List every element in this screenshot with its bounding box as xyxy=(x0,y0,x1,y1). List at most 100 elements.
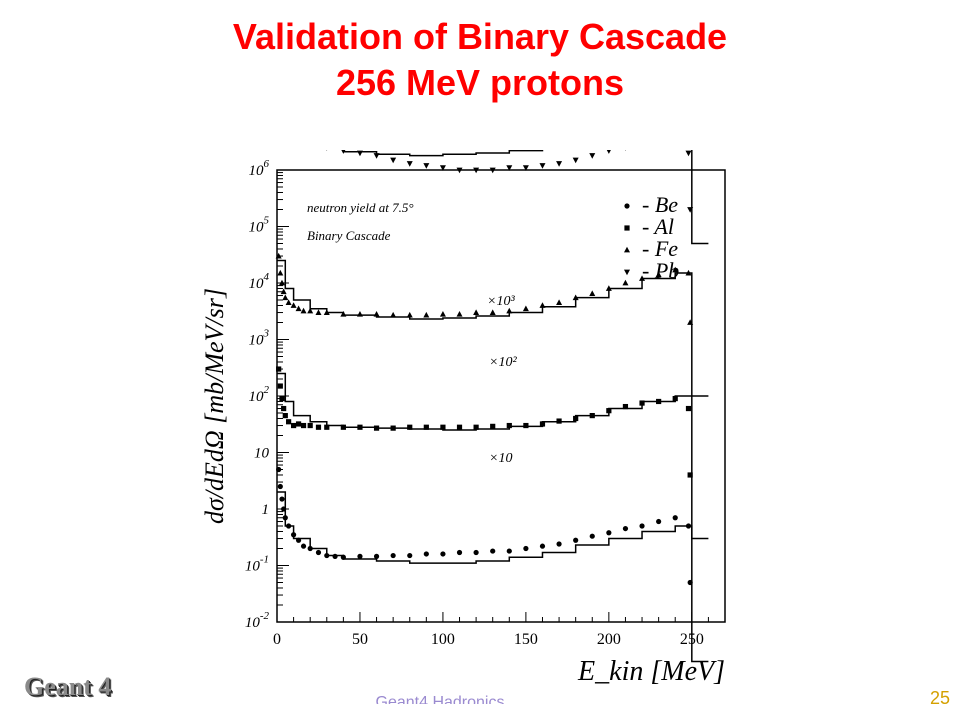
data-point-Be xyxy=(589,533,595,539)
data-point-Be xyxy=(672,515,678,521)
y-axis-label: dσ/dEdΩ [mb/MeV/sr] xyxy=(200,288,229,524)
data-point-Al xyxy=(622,403,629,410)
page-number: 25 xyxy=(929,688,950,708)
data-point-Fe xyxy=(315,309,322,315)
neutron-yield-chart: dσ/dEdΩ [mb/MeV/sr] E_kin [MeV] 0 50 100 15… xyxy=(200,150,726,687)
data-point-Al xyxy=(539,421,546,427)
legend-label-Al: - Al xyxy=(642,214,674,239)
slide-title: Validation of Binary Cascade 256 MeV pro… xyxy=(0,14,960,106)
data-point-Fe xyxy=(456,311,463,317)
y-tick-label-6: 106 xyxy=(249,158,270,179)
data-point-Fe xyxy=(290,302,297,308)
data-point-Al xyxy=(282,412,288,419)
slide-title-line2: 256 MeV protons xyxy=(335,62,625,103)
y-tick-label-1: 10 xyxy=(254,446,270,462)
data-point-Fe xyxy=(685,269,692,276)
y-tick-label-3: 103 xyxy=(249,328,270,349)
data-point-Be xyxy=(281,506,287,512)
data-point-Fe xyxy=(373,311,380,317)
data-point-Be xyxy=(307,545,313,552)
histogram-Be xyxy=(277,491,709,663)
histogram-Fe xyxy=(277,259,709,397)
y-tick-label-0: 1 xyxy=(262,502,270,518)
x-tick-label-150: 150 xyxy=(514,631,538,648)
x-tick-label-200: 200 xyxy=(597,631,621,648)
scale-label-Fe: ×10² xyxy=(489,355,517,370)
data-point-Be xyxy=(556,541,562,547)
data-point-Al xyxy=(656,398,662,405)
data-point-Pb xyxy=(406,161,413,167)
slide-title-line1: Validation of Binary Cascade xyxy=(232,16,728,57)
data-point-Be xyxy=(573,537,579,543)
data-point-Fe xyxy=(622,279,629,286)
data-point-Pb xyxy=(572,157,579,164)
legend-marker-Be xyxy=(624,203,630,209)
data-point-Pb xyxy=(606,150,611,154)
data-point-Al xyxy=(573,415,579,422)
data-point-Fe xyxy=(672,266,679,273)
data-point-Be xyxy=(407,552,413,559)
data-point-Fe xyxy=(307,307,314,314)
scale-label-Pb: ×10³ xyxy=(487,294,515,309)
data-point-Be xyxy=(606,530,612,536)
scale-label-Al: ×10 xyxy=(489,451,512,466)
axis-ticks: 0 50 100 150 200 25010-210-111010210310410510… xyxy=(245,158,709,648)
x-tick-label-50: 50 xyxy=(352,631,368,648)
x-tick-label-0: 0 xyxy=(273,631,281,648)
data-point-Fe xyxy=(556,299,563,305)
data-point-Al xyxy=(279,395,285,402)
data-point-Al xyxy=(390,425,396,431)
data-point-Fe xyxy=(473,309,480,315)
legend-label-Pb: - Pb xyxy=(642,258,679,283)
data-point-Be xyxy=(490,548,496,554)
data-point-Be xyxy=(324,552,330,559)
data-point-Pb xyxy=(522,165,529,171)
annotation-line-0: neutron yield at 7.5° xyxy=(307,200,414,215)
data-point-Pb xyxy=(556,161,563,167)
data-point-Al xyxy=(423,424,429,430)
data-point-Al xyxy=(523,422,529,429)
legend-label-Fe: - Fe xyxy=(642,236,678,261)
data-point-Be xyxy=(473,549,479,556)
data-point-Al xyxy=(440,424,446,430)
data-point-Al xyxy=(606,408,612,414)
data-point-Fe xyxy=(280,288,287,295)
data-point-Al xyxy=(286,419,292,425)
data-point-Fe xyxy=(522,305,529,312)
data-point-Fe xyxy=(439,311,446,317)
data-point-Be xyxy=(523,545,529,552)
data-point-Al xyxy=(277,383,283,389)
data-point-Be xyxy=(390,552,396,559)
data-point-Be xyxy=(656,518,662,525)
legend-marker-Pb xyxy=(624,269,630,276)
data-point-Pb xyxy=(373,153,380,159)
data-point-Be xyxy=(373,553,380,559)
data-point-Be xyxy=(687,579,693,586)
data-point-Pb xyxy=(356,150,363,157)
data-point-Be xyxy=(332,553,338,559)
data-point-Al xyxy=(307,422,313,429)
data-point-Fe xyxy=(356,311,363,317)
data-point-Be xyxy=(340,554,346,560)
legend-label-Be: - Be xyxy=(642,192,678,217)
data-point-Be xyxy=(685,523,692,529)
data-point-Fe xyxy=(295,305,302,312)
data-point-Al xyxy=(556,418,562,424)
data-point-Fe xyxy=(605,285,612,291)
y-tick-label--1: 10-1 xyxy=(245,554,269,575)
data-point-Be xyxy=(539,543,546,549)
data-point-Al xyxy=(300,422,307,429)
data-point-Be xyxy=(295,537,302,543)
data-point-Pb xyxy=(456,167,463,174)
data-point-Fe xyxy=(406,311,413,318)
data-point-Be xyxy=(286,523,292,529)
data-point-Al xyxy=(357,424,363,430)
data-point-Fe xyxy=(572,294,579,301)
data-point-Fe xyxy=(489,309,496,315)
data-point-Al xyxy=(685,405,692,412)
data-point-Be xyxy=(315,549,322,556)
data-point-Pb xyxy=(625,150,626,151)
footer-text: Geant4 Hadronics xyxy=(375,694,505,704)
data-point-Al xyxy=(276,366,282,372)
data-point-Fe xyxy=(277,269,284,276)
